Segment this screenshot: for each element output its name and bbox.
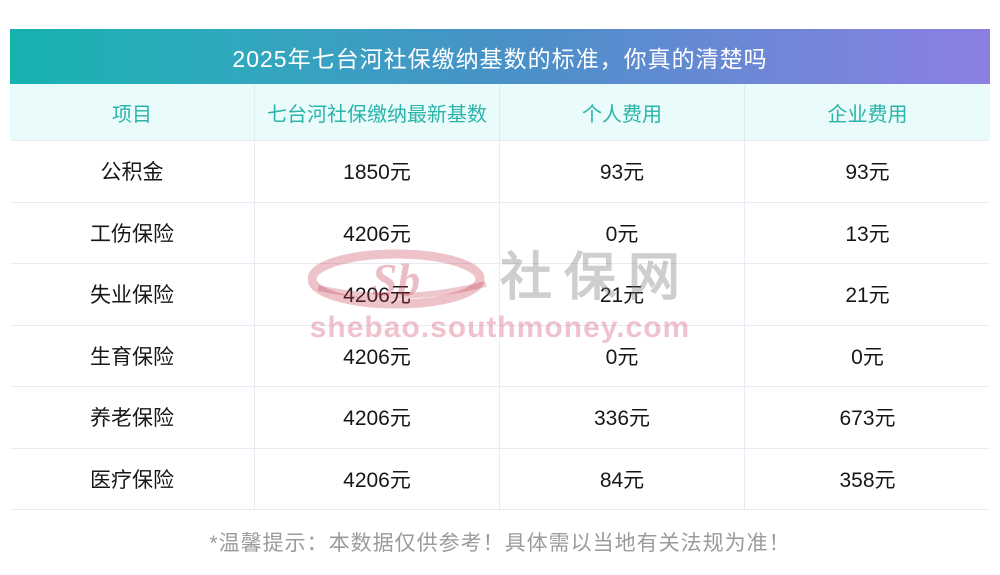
table-row: 生育保险 4206元 0元 0元	[10, 325, 990, 387]
cell-item: 失业保险	[10, 264, 255, 325]
cell-item: 生育保险	[10, 325, 255, 386]
cell-base: 4206元	[255, 325, 500, 386]
table-row: 工伤保险 4206元 0元 13元	[10, 202, 990, 264]
table-row: 医疗保险 4206元 84元 358元	[10, 448, 990, 510]
header-cell-base: 七台河社保缴纳最新基数	[255, 84, 500, 140]
cell-base: 1850元	[255, 141, 500, 202]
cell-base: 4206元	[255, 448, 500, 509]
cell-personal: 21元	[500, 264, 745, 325]
cell-enterprise: 13元	[845, 222, 890, 246]
header-cell-personal: 个人费用	[500, 84, 745, 140]
cell-item: 公积金	[10, 141, 255, 202]
table-row: 失业保险 4206元 21元 21元	[10, 264, 990, 326]
header-cell-item: 项目	[10, 84, 255, 140]
header-cell-enterprise: 企业费用	[827, 103, 908, 126]
cell-item: 医疗保险	[10, 448, 255, 509]
cell-item: 工伤保险	[10, 202, 255, 263]
cell-item: 养老保险	[10, 387, 255, 448]
page-title: 2025年七台河社保缴纳基数的标准，你真的清楚吗	[232, 45, 768, 72]
cell-personal: 0元	[500, 325, 745, 386]
cell-base: 4206元	[255, 387, 500, 448]
cell-personal: 336元	[500, 387, 745, 448]
cell-enterprise: 0元	[851, 345, 884, 369]
table-row: 公积金 1850元 93元 93元	[10, 141, 990, 203]
table-header-row: 项目 七台河社保缴纳最新基数 个人费用 企业费用	[10, 84, 990, 141]
table-row: 养老保险 4206元 336元 673元	[10, 387, 990, 449]
cell-enterprise: 21元	[845, 284, 890, 308]
cell-personal: 84元	[500, 448, 745, 509]
cell-enterprise: 673元	[839, 407, 896, 431]
cell-enterprise: 93元	[845, 161, 890, 185]
social-security-table: 项目 七台河社保缴纳最新基数 个人费用 企业费用 公积金 1850元 93元 9…	[10, 84, 990, 510]
cell-enterprise: 358元	[839, 468, 896, 492]
title-banner: 2025年七台河社保缴纳基数的标准，你真的清楚吗	[10, 29, 990, 84]
cell-base: 4206元	[255, 202, 500, 263]
cell-personal: 0元	[500, 202, 745, 263]
cell-personal: 93元	[500, 141, 745, 202]
cell-base: 4206元	[255, 264, 500, 325]
footer-note: *温馨提示：本数据仅供参考！具体需以当地有关法规为准！	[209, 532, 791, 555]
